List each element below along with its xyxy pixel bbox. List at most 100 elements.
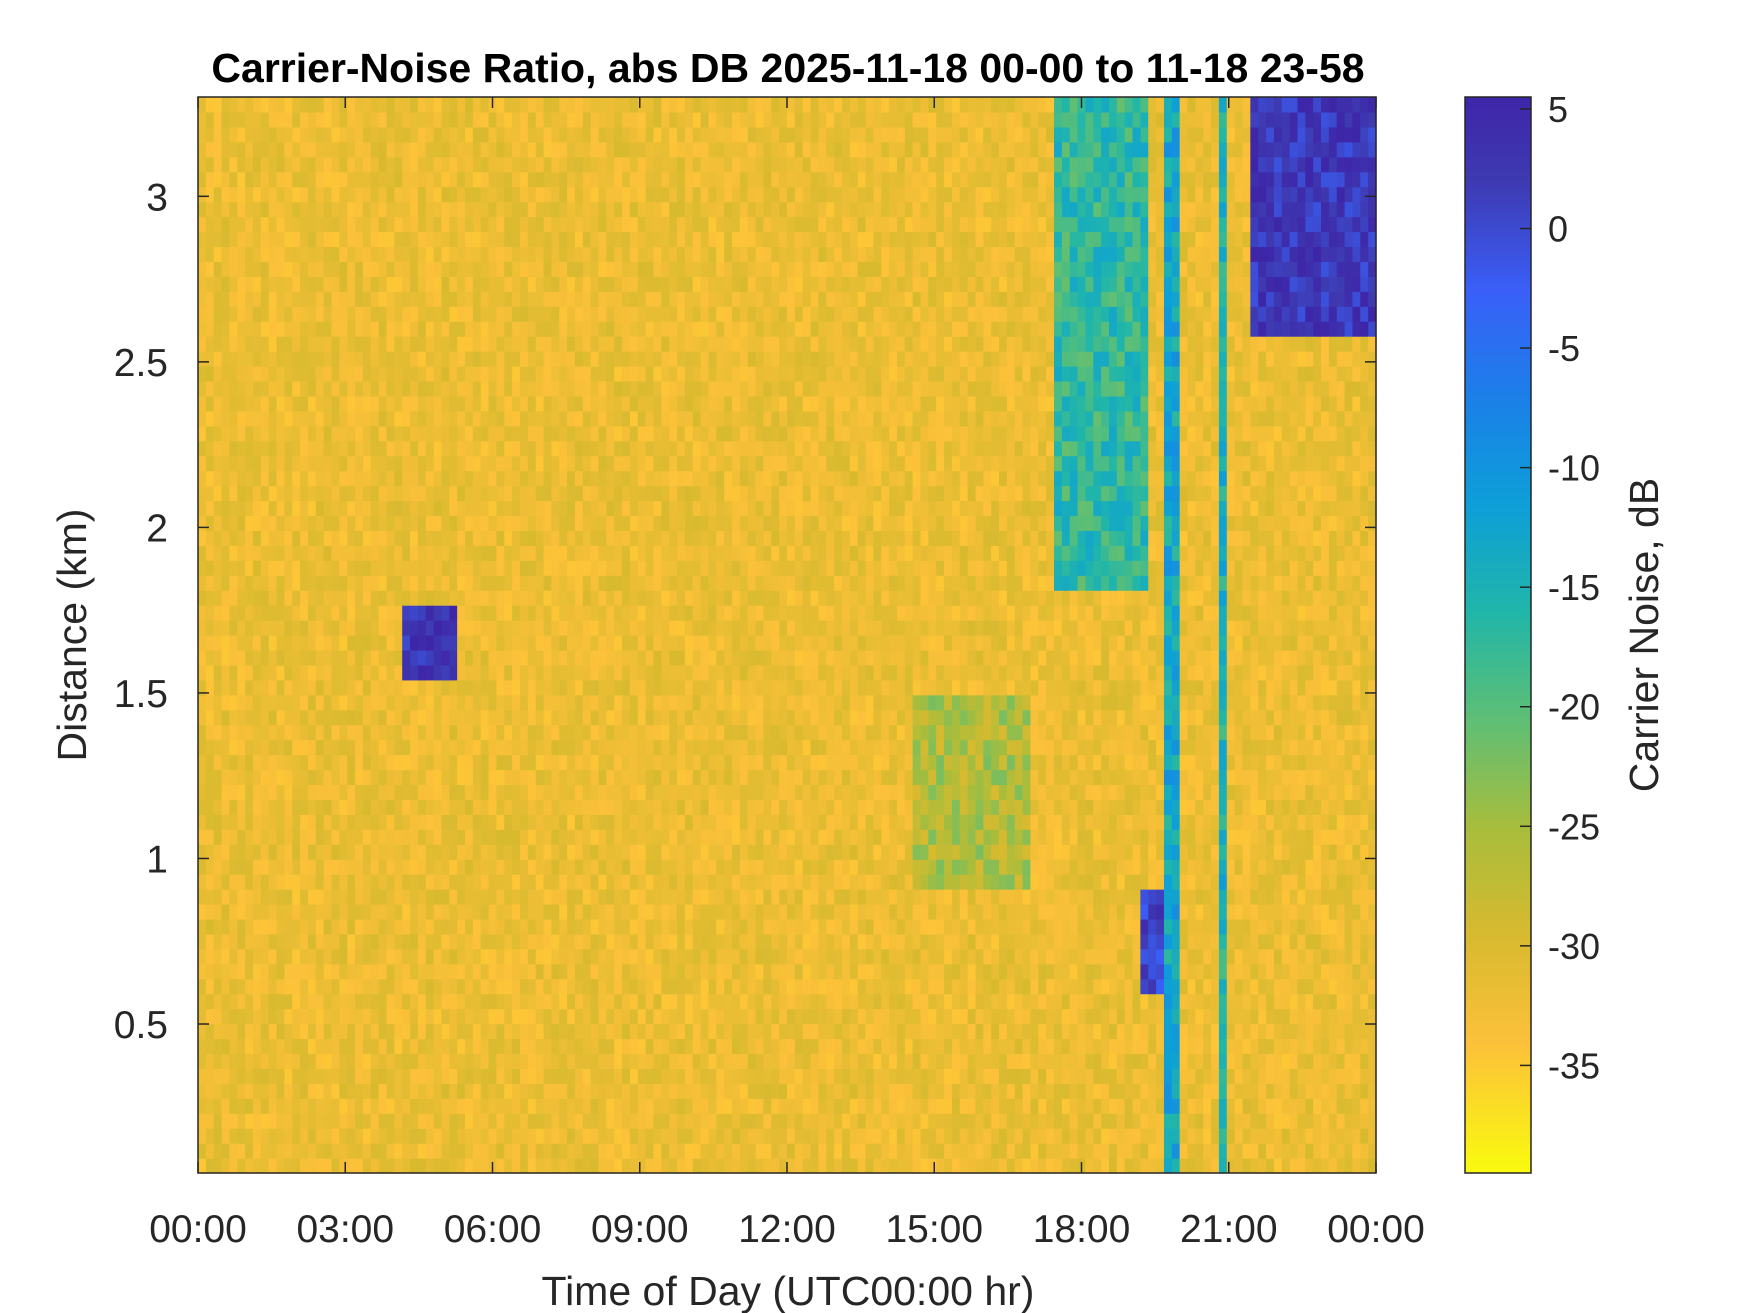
- heatmap-cell: [339, 246, 348, 262]
- heatmap-cell: [614, 963, 623, 980]
- heatmap-cell: [229, 291, 238, 307]
- heatmap-cell: [488, 111, 498, 128]
- heatmap-cell: [276, 784, 285, 800]
- heatmap-cell: [433, 963, 443, 980]
- heatmap-cell: [512, 1113, 521, 1129]
- heatmap-cell: [684, 739, 694, 756]
- heatmap-cell: [637, 918, 647, 935]
- heatmap-cell: [370, 380, 380, 397]
- heatmap-cell: [684, 1128, 694, 1144]
- heatmap-cell: [543, 649, 552, 666]
- heatmap-cell: [417, 889, 427, 905]
- heatmap-cell: [331, 410, 340, 427]
- heatmap-cell: [252, 455, 262, 472]
- heatmap-cell: [716, 620, 725, 636]
- heatmap-cell: [260, 261, 270, 277]
- heatmap-cell: [315, 993, 325, 1010]
- heatmap-cell: [323, 844, 333, 860]
- heatmap-cell: [582, 246, 592, 262]
- heatmap-cell: [362, 500, 372, 517]
- heatmap-cell: [378, 351, 388, 367]
- heatmap-cell: [504, 874, 513, 890]
- heatmap-cell: [292, 156, 301, 173]
- heatmap-cell: [645, 1113, 655, 1129]
- heatmap-cell: [629, 664, 639, 681]
- heatmap-cell: [637, 97, 647, 113]
- heatmap-cell: [307, 321, 317, 337]
- heatmap-cell: [323, 216, 333, 233]
- heatmap-cell: [614, 276, 623, 292]
- heatmap-cell: [245, 126, 254, 143]
- heatmap-cell: [252, 1113, 262, 1129]
- heatmap-cell: [504, 141, 513, 158]
- heatmap-cell: [567, 904, 576, 920]
- heatmap-cell: [606, 1008, 615, 1025]
- heatmap-cell: [622, 575, 631, 591]
- heatmap-cell: [684, 933, 694, 950]
- heatmap-cell: [708, 336, 717, 352]
- heatmap-cell: [457, 1008, 466, 1025]
- heatmap-cell: [252, 485, 262, 502]
- heatmap-cell: [402, 948, 411, 965]
- heatmap-cell: [724, 306, 733, 322]
- heatmap-cell: [307, 948, 317, 965]
- heatmap-cell: [724, 1128, 733, 1144]
- heatmap-cell: [417, 201, 427, 218]
- heatmap-cell: [669, 904, 678, 920]
- heatmap-cell: [205, 470, 215, 487]
- heatmap-cell: [394, 889, 403, 905]
- heatmap-cell: [669, 156, 678, 173]
- heatmap-cell: [519, 425, 529, 442]
- heatmap-cell: [260, 1098, 270, 1114]
- heatmap-cell: [519, 993, 529, 1010]
- heatmap-cell: [512, 769, 521, 786]
- heatmap-cell: [519, 575, 529, 591]
- heatmap-cell: [598, 395, 607, 412]
- heatmap-cell: [425, 649, 435, 666]
- heatmap-cell: [488, 889, 498, 905]
- heatmap-cell: [410, 500, 419, 517]
- heatmap-cell: [402, 694, 411, 711]
- heatmap-cell: [559, 336, 568, 352]
- heatmap-cell: [386, 141, 395, 158]
- heatmap-cell: [653, 97, 662, 113]
- heatmap-cell: [606, 904, 615, 920]
- heatmap-cell: [574, 97, 584, 113]
- heatmap-cell: [614, 1083, 623, 1099]
- heatmap-cell: [645, 679, 655, 696]
- heatmap-cell: [692, 904, 702, 920]
- heatmap-cell: [590, 171, 600, 188]
- heatmap-cell: [551, 769, 560, 786]
- heatmap-cell: [331, 1158, 340, 1174]
- heatmap-cell: [606, 171, 615, 188]
- heatmap-cell: [394, 440, 403, 457]
- heatmap-cell: [700, 156, 710, 173]
- heatmap-cell: [480, 1098, 490, 1114]
- heatmap-cell: [449, 679, 458, 696]
- heatmap-cell: [535, 844, 545, 860]
- heatmap-cell: [260, 754, 270, 771]
- heatmap-cell: [449, 575, 458, 591]
- heatmap-cell: [551, 1098, 560, 1114]
- heatmap-cell: [590, 799, 600, 815]
- heatmap-cell: [441, 425, 450, 442]
- heatmap-cell: [370, 590, 380, 606]
- heatmap-cell: [708, 425, 717, 442]
- heatmap-cell: [496, 978, 505, 995]
- heatmap-cell: [323, 366, 333, 382]
- heatmap-cell: [614, 1143, 623, 1159]
- heatmap-cell: [198, 395, 207, 412]
- heatmap-cell: [449, 649, 458, 666]
- heatmap-cell: [331, 231, 340, 248]
- heatmap-cell: [449, 231, 458, 248]
- heatmap-cell: [692, 410, 702, 427]
- heatmap-cell: [370, 410, 380, 427]
- heatmap-cell: [221, 186, 231, 203]
- heatmap-cell: [331, 724, 340, 741]
- heatmap-cell: [677, 814, 686, 830]
- heatmap-cell: [645, 97, 655, 113]
- heatmap-cell: [535, 1143, 545, 1159]
- heatmap-cell: [268, 545, 278, 561]
- heatmap-cell: [292, 575, 301, 591]
- heatmap-cell: [684, 1008, 694, 1025]
